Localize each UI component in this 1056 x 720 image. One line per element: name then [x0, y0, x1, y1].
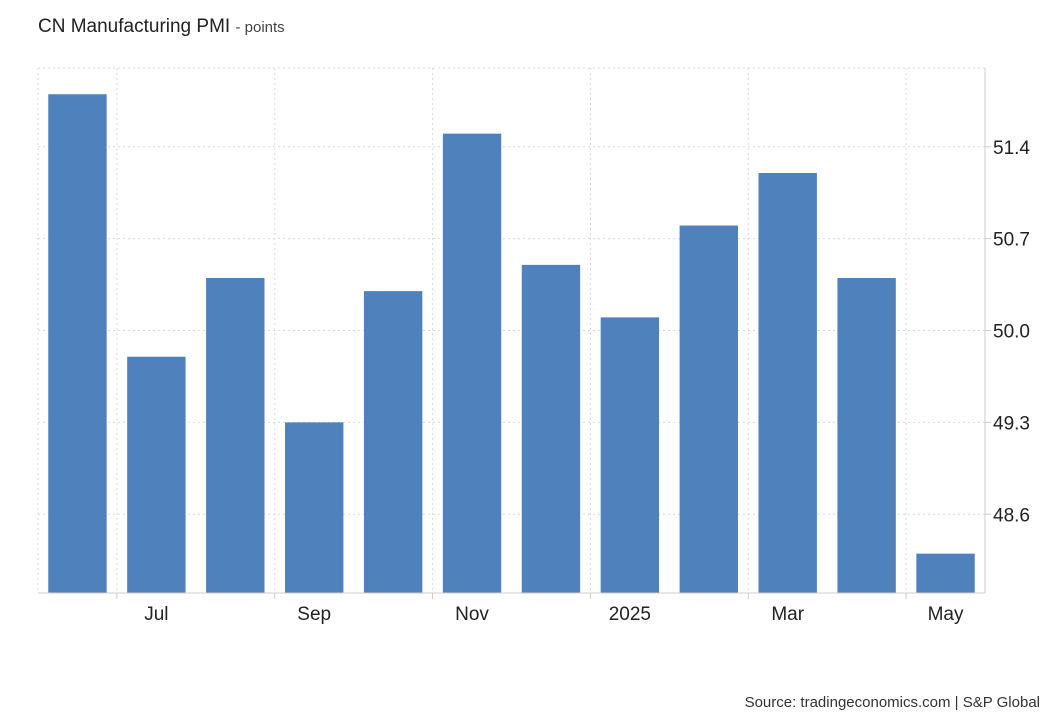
x-tick-label: Nov	[455, 604, 489, 625]
chart-subtitle: - points	[235, 19, 285, 36]
y-tick-label: 50.0	[993, 322, 1030, 343]
bar-chart: 48.6 49.3 50.0 50.7 51.4 Jul Sep Nov 2025 Mar May	[37, 67, 1030, 625]
bar	[206, 278, 265, 593]
x-tick-label: 2025	[609, 604, 651, 625]
bar	[48, 94, 107, 593]
y-tick-label: 48.6	[993, 505, 1030, 526]
bar	[600, 317, 660, 593]
x-tick-label: May	[928, 604, 964, 625]
chart-subtitle-text: points	[244, 19, 285, 36]
x-tick-label: Jul	[144, 604, 168, 625]
source-note: Source: tradingeconomics.com | S&P Globa…	[744, 694, 1040, 711]
x-tick-label: Sep	[297, 604, 331, 625]
y-tick-label: 50.7	[993, 230, 1030, 251]
bar	[679, 225, 738, 593]
chart-title-text: CN Manufacturing PMI	[38, 16, 231, 37]
x-tick-label: Mar	[771, 604, 804, 625]
bar	[837, 278, 896, 593]
y-tick-label: 51.4	[993, 138, 1030, 159]
bar	[363, 291, 423, 593]
chart-title: CN Manufacturing PMI - points	[38, 16, 285, 38]
bar	[521, 264, 581, 593]
y-tick-label: 49.3	[993, 413, 1030, 434]
bar	[916, 553, 975, 593]
bar	[127, 356, 186, 593]
bar	[442, 133, 502, 593]
bar	[285, 422, 344, 593]
bar	[758, 173, 817, 593]
